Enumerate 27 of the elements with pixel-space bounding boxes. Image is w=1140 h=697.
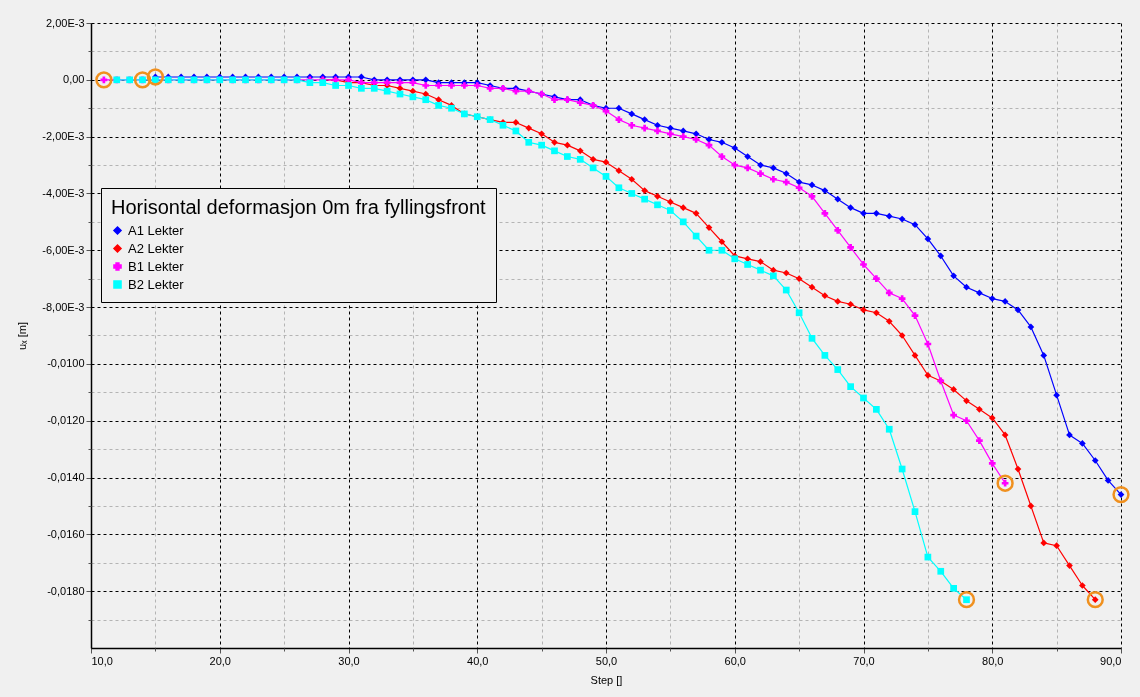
y-tick-label: -8,00E-3 — [42, 300, 85, 313]
legend-label: A1 Lekter — [128, 222, 185, 238]
y-tick-label: -2,00E-3 — [42, 130, 85, 143]
x-axis-title: Step [] — [590, 673, 623, 686]
y-tick-label: -0,0180 — [47, 584, 85, 597]
y-tick-label: 0,00 — [63, 73, 85, 86]
x-tick-label: 60,0 — [724, 654, 746, 667]
y-tick-label: -4,00E-3 — [42, 186, 85, 199]
legend-title: Horisontal deformasjon 0m fra fyllingsfront — [111, 196, 487, 218]
x-tick-label: 70,0 — [853, 654, 875, 667]
x-tick-label: 80,0 — [982, 654, 1004, 667]
x-tick-label: 90,0 — [1100, 654, 1122, 667]
legend-label: B1 Lekter — [128, 258, 185, 274]
y-tick-label: -0,0160 — [47, 527, 85, 540]
legend-label: B2 Lekter — [128, 276, 185, 292]
x-tick-label: 30,0 — [338, 654, 360, 667]
y-axis-title: uₓ [m] — [16, 321, 29, 351]
x-tick-label: 50,0 — [595, 654, 618, 667]
y-tick-label: -0,0140 — [47, 471, 85, 484]
x-tick-label: 20,0 — [209, 654, 231, 667]
y-tick-label: -0,0120 — [47, 414, 85, 427]
legend-label: A2 Lekter — [128, 240, 185, 256]
x-tick-label: 40,0 — [467, 654, 489, 667]
y-tick-label: -0,0100 — [47, 357, 85, 370]
y-tick-label: -6,00E-3 — [42, 243, 85, 256]
y-tick-label: 2,00E-3 — [45, 16, 85, 29]
x-tick-label: 10,0 — [91, 654, 113, 667]
